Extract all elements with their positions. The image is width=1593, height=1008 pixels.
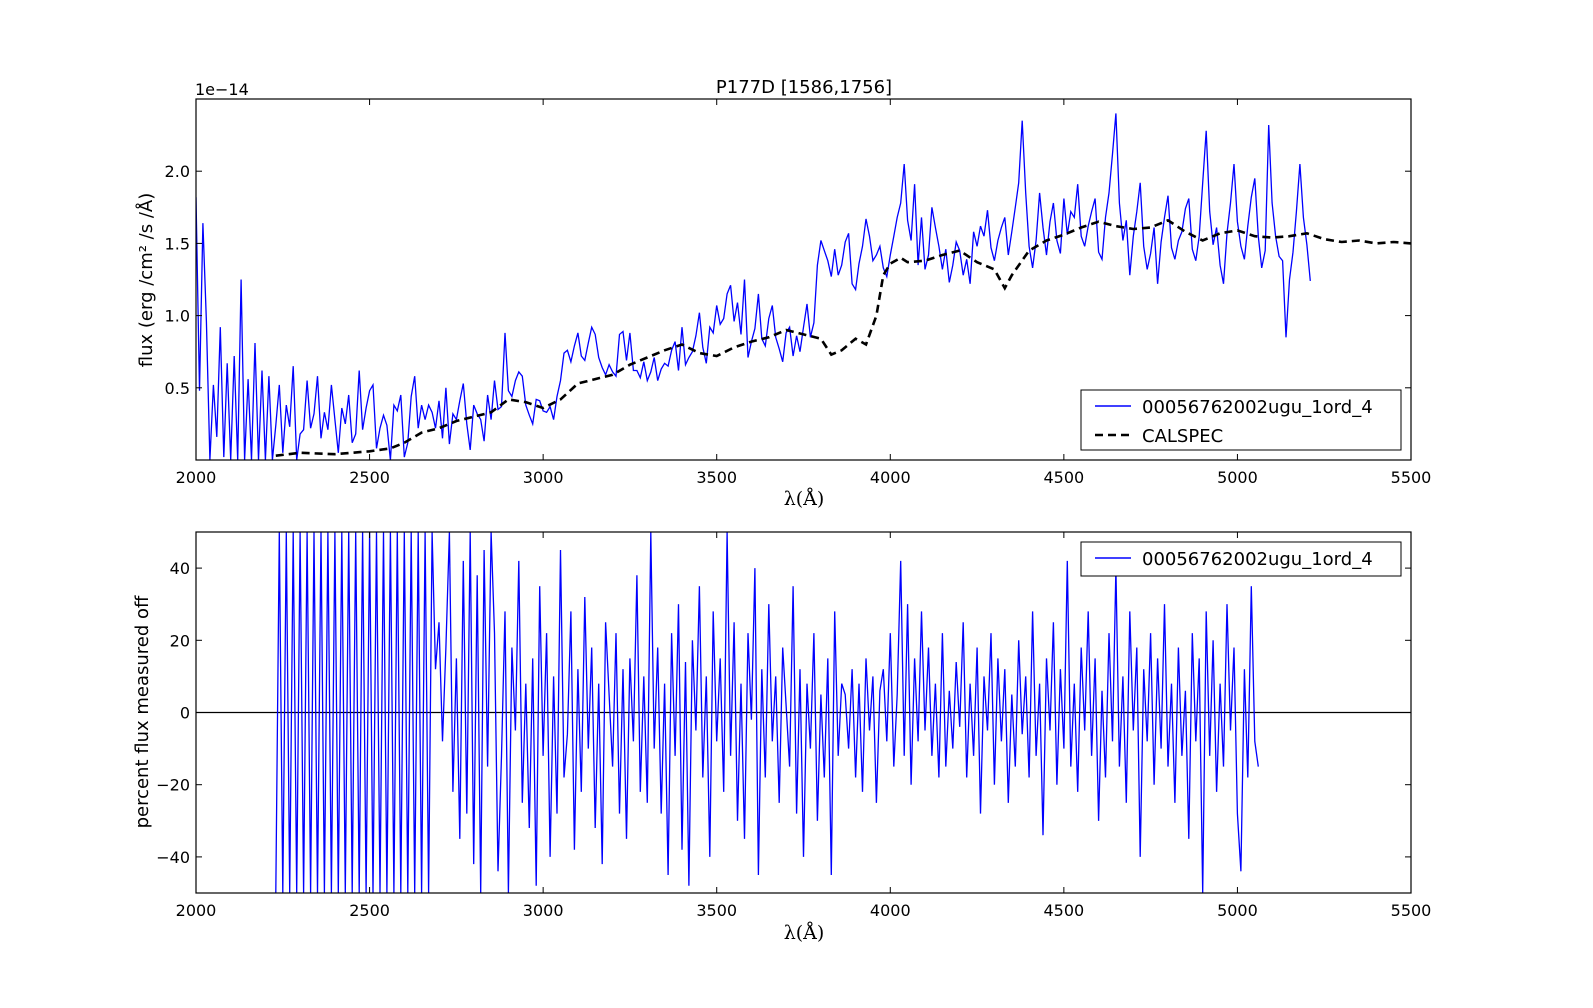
residual-x-ticks: 2000 2500 3000 3500 4000 4500 5000 5500 <box>176 532 1432 920</box>
flux-panel: P177D [1586,1756] 1e−14 2000 2500 3000 3500… <box>135 77 1431 510</box>
flux-y-tick-label: 2.0 <box>165 162 190 181</box>
flux-x-tick-label: 3500 <box>696 468 737 487</box>
flux-legend-label-measured: 00056762002ugu_1ord_4 <box>1142 397 1373 418</box>
residual-x-tick-label: 5500 <box>1391 901 1432 920</box>
flux-plot-area <box>196 113 1411 460</box>
residual-x-tick-label: 5000 <box>1217 901 1258 920</box>
residual-x-tick-label: 3500 <box>696 901 737 920</box>
flux-x-tick-label: 2000 <box>176 468 217 487</box>
flux-x-tick-label: 2500 <box>349 468 390 487</box>
residual-y-tick-label: −40 <box>156 848 190 867</box>
flux-y-tick-label: 1.0 <box>165 307 190 326</box>
flux-x-tick-label: 5500 <box>1391 468 1432 487</box>
flux-x-tick-label: 4000 <box>870 468 911 487</box>
residual-y-tick-label: 20 <box>170 631 190 650</box>
flux-axes-frame <box>195 98 1412 461</box>
residual-x-tick-label: 2500 <box>349 901 390 920</box>
flux-x-tick-label: 4500 <box>1043 468 1084 487</box>
residual-y-tick-label: −20 <box>156 776 190 795</box>
residual-x-tick-label: 4000 <box>870 901 911 920</box>
residual-legend-label: 00056762002ugu_1ord_4 <box>1142 549 1373 570</box>
residual-x-tick-label: 2000 <box>176 901 217 920</box>
flux-x-tick-label: 3000 <box>523 468 564 487</box>
residual-plot-area <box>196 532 1411 893</box>
flux-legend: 00056762002ugu_1ord_4 CALSPEC <box>1080 389 1402 451</box>
flux-x-tick-label: 5000 <box>1217 468 1258 487</box>
chart-title: P177D [1586,1756] <box>716 77 892 98</box>
residual-legend-box <box>1080 541 1402 577</box>
flux-y-ticks: 0.5 1.0 1.5 2.0 <box>165 162 1411 398</box>
flux-legend-box <box>1080 389 1402 451</box>
residual-legend: 00056762002ugu_1ord_4 <box>1080 541 1402 577</box>
residual-x-tick-label: 4500 <box>1043 901 1084 920</box>
flux-series-line-measured <box>196 113 1311 460</box>
flux-legend-label-calspec: CALSPEC <box>1142 426 1223 447</box>
residual-y-tick-label: 0 <box>180 704 190 723</box>
residual-x-tick-label: 3000 <box>523 901 564 920</box>
residual-y-ticks: 40 20 0 −20 −40 <box>156 559 1411 867</box>
flux-y-tick-label: 0.5 <box>165 379 190 398</box>
residual-y-tick-label: 40 <box>170 559 190 578</box>
residual-series-line-measured <box>275 532 1259 893</box>
flux-y-tick-label: 1.5 <box>165 234 190 253</box>
flux-y-axis-label: flux (erg /cm² /s /Å) <box>135 193 157 367</box>
residual-y-axis-label: percent flux measured off <box>132 595 153 828</box>
residual-x-axis-label: λ(Å) <box>784 922 825 944</box>
flux-x-axis-label: λ(Å) <box>784 488 825 510</box>
flux-series-line-calspec <box>275 218 1411 457</box>
offset-label: 1e−14 <box>195 80 249 99</box>
residual-panel: 2000 2500 3000 3500 4000 4500 5000 5500 40 20 0 −2… <box>132 531 1432 944</box>
flux-x-ticks: 2000 2500 3000 3500 4000 4500 5000 5500 <box>176 99 1432 487</box>
